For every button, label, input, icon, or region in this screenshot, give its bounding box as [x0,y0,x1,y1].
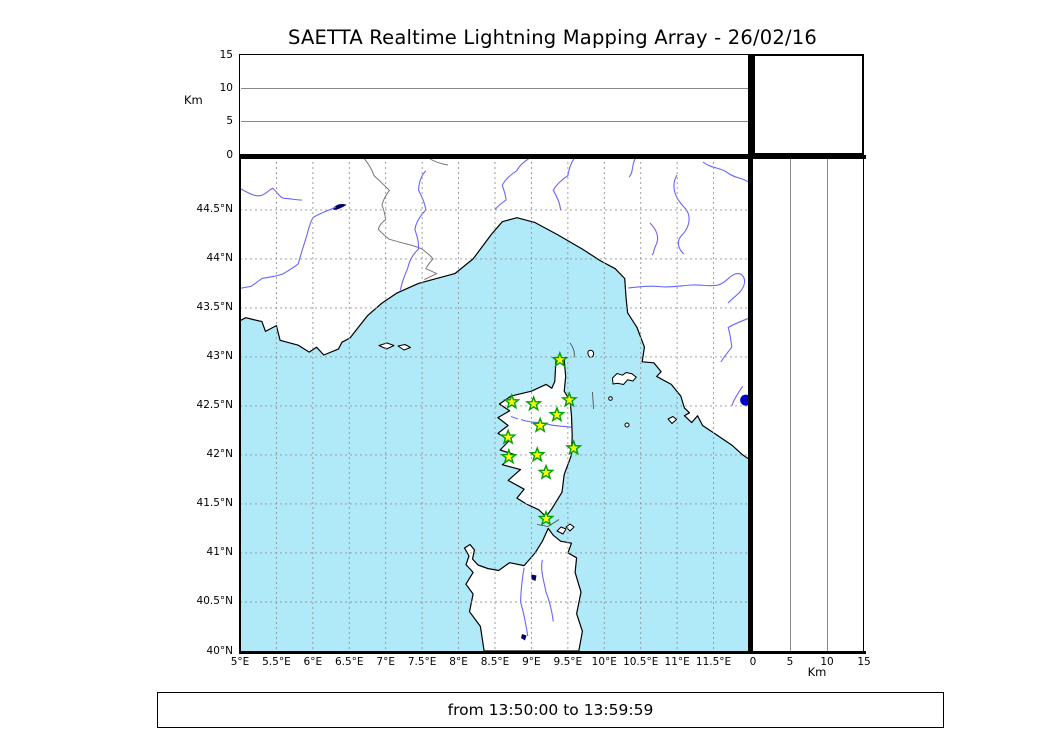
station-markers [499,350,583,526]
latitude-tick-label: 42.5°N [196,399,233,412]
station-star-icon [537,509,555,526]
distance-tick-label: 10 [820,656,834,668]
altitude-lat-panel [753,157,865,651]
station-star-icon [560,391,578,408]
longitude-tick-label: 5°E [230,656,250,668]
zero-km-divider-line [239,154,866,159]
altitude-gridline [240,121,749,123]
altitude-gridline [240,87,749,89]
longitude-tick-label: 10°E [591,656,617,668]
latitude-tick-label: 44.5°N [196,203,233,216]
latitude-tick-label: 43°N [206,350,233,363]
montecristo-island [624,422,630,428]
coastal-detail-lines [536,342,594,527]
distance-tick-label: 0 [749,656,757,668]
latitude-tick-label: 41°N [206,546,233,559]
maddalena-islands [556,523,575,535]
map-panel [240,157,750,651]
elba-island [612,372,637,385]
latitude-tick-label: 40°N [206,644,233,657]
station-star-icon [528,445,546,463]
continental-coast [240,157,750,461]
altitude-lon-panel [239,54,750,155]
hyeres-islands [378,342,411,351]
station-star-icon [565,439,583,456]
distance-gridline [789,157,791,651]
longitude-tick-label: 6.5°E [334,656,364,668]
map-bottom-axis-line [239,650,866,655]
distance-axis-unit: Km [807,665,827,679]
station-star-icon [537,463,555,480]
latitude-tick-label: 41.5°N [196,497,233,510]
panel-divider-vertical-line [748,54,753,655]
station-star-icon [525,394,543,412]
event-markers [740,394,750,406]
station-star-icon [551,350,569,368]
latitude-tick-label: 42°N [206,448,233,461]
map-left-axis-line [239,157,241,651]
rivers [240,157,750,637]
longitude-tick-label: 10.5°E [623,656,659,668]
altitude-tick-label: 10 [219,81,233,94]
corner-box [753,54,865,155]
longitude-tick-label: 11.5°E [695,656,732,668]
latitude-tick-label: 44°N [206,252,233,265]
time-range-box: from 13:50:00 to 13:59:59 [157,691,944,728]
longitude-tick-label: 11°E [664,656,690,668]
altitude-axis-unit: Km [184,93,203,107]
longitude-tick-label: 8°E [449,656,468,668]
islands [378,342,677,535]
station-star-icon [500,447,518,465]
pianosa-island [608,396,613,401]
longitude-tick-label: 7°E [376,656,395,668]
capraia-island [587,349,595,358]
longitude-tick-label: 9.5°E [553,656,583,668]
distance-tick-label: 15 [857,656,871,668]
altitude-tick-label: 15 [219,48,233,61]
longitude-tick-label: 9°E [522,656,541,668]
graticule-grid [240,157,750,651]
longitude-tick-label: 7.5°E [407,656,437,668]
lightning-event-dot [740,394,750,406]
distance-tick-label: 5 [786,656,794,668]
altitude-tick-label: 5 [226,115,233,128]
time-range-text: from 13:50:00 to 13:59:59 [447,700,654,719]
latitude-tick-label: 43.5°N [196,301,233,314]
longitude-tick-label: 5.5°E [262,656,291,668]
station-star-icon [531,416,549,433]
distance-gridline [826,157,828,651]
station-star-icon [499,428,517,445]
giglio-island [667,416,677,424]
altitude-tick-label: 0 [226,148,233,161]
corsica [497,356,573,518]
longitude-tick-label: 6°E [303,656,323,668]
page-title: SAETTA Realtime Lightning Mapping Array … [288,26,817,49]
station-star-icon [548,405,566,423]
latitude-tick-label: 40.5°N [196,595,233,608]
station-star-icon [503,393,521,410]
longitude-tick-label: 8.5°E [480,656,510,668]
